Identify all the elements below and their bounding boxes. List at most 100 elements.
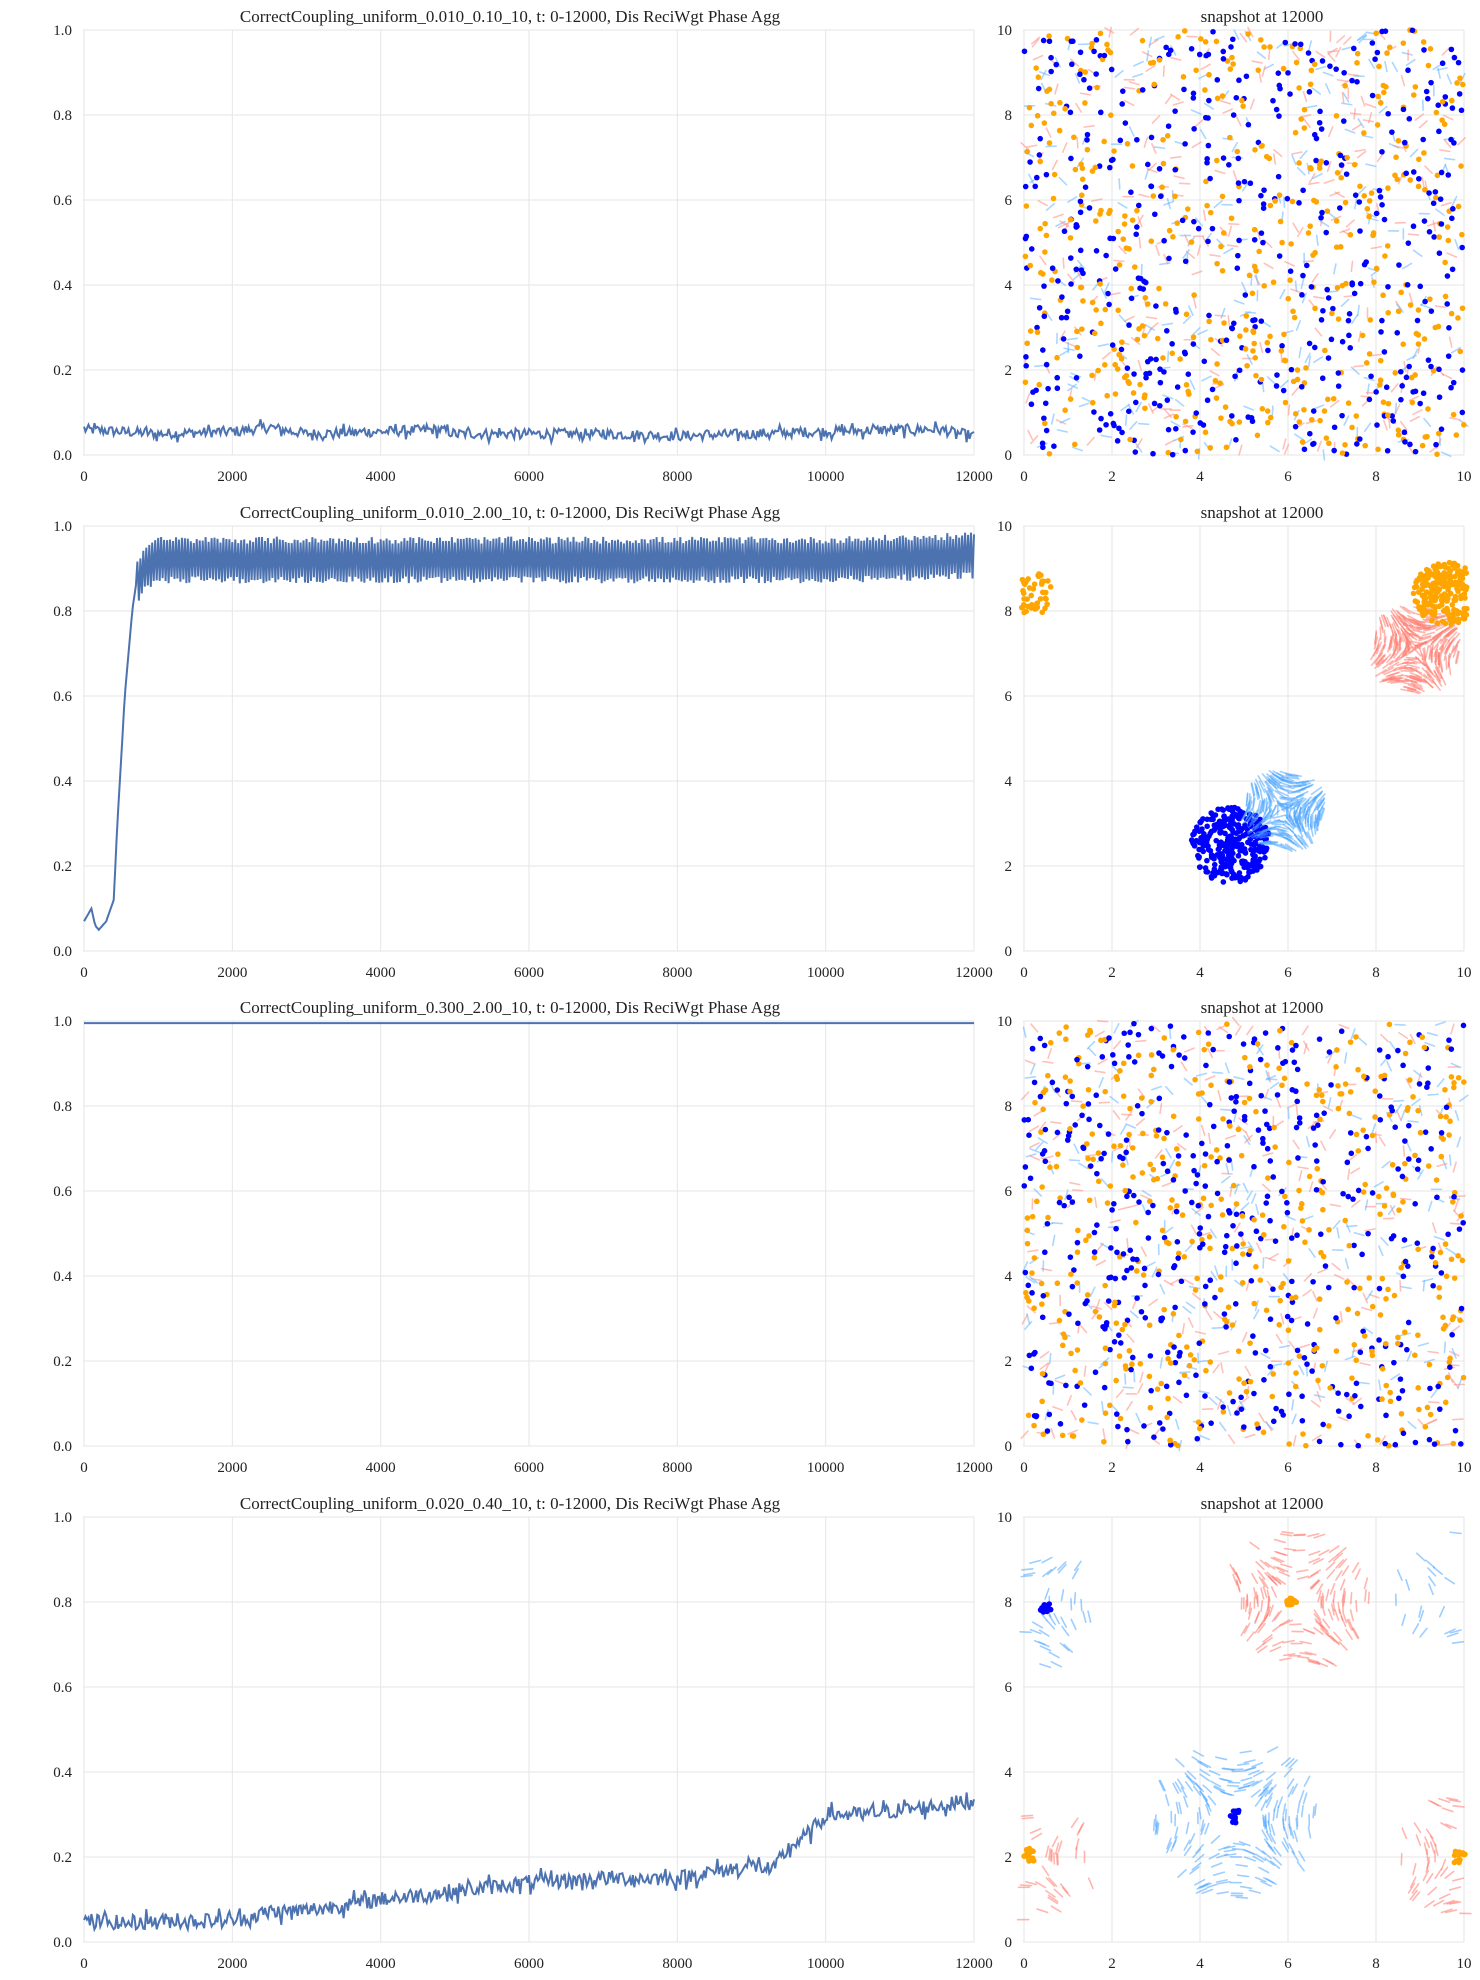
agent-dot — [1396, 1395, 1402, 1402]
agent-dot — [1170, 1113, 1177, 1120]
agent-dot — [1147, 1404, 1154, 1411]
agent-dot — [1230, 1223, 1236, 1229]
agent-dot — [1264, 1062, 1270, 1068]
agent-trail — [1317, 1267, 1329, 1274]
agent-dot — [1251, 1390, 1257, 1397]
agent-dot — [1228, 1095, 1235, 1101]
agent-dot — [1252, 355, 1259, 361]
agent-trail — [1224, 1134, 1237, 1140]
agent-dot — [1151, 81, 1158, 88]
agent-trail — [1401, 644, 1409, 657]
agent-dot — [1349, 424, 1355, 431]
agent-dot — [1172, 1359, 1179, 1366]
agent-dot — [1297, 45, 1304, 52]
agent-dot — [1415, 183, 1422, 190]
agent-trail — [1172, 101, 1184, 106]
agent-dot — [1121, 374, 1128, 381]
agent-dot — [1039, 1314, 1046, 1321]
agent-trail — [1126, 1333, 1135, 1343]
agent-dot — [1354, 50, 1361, 57]
agent-trail — [1211, 1326, 1223, 1330]
agent-trail — [1276, 772, 1289, 779]
agent-trail — [1223, 1848, 1237, 1853]
agent-trail — [1161, 1181, 1173, 1187]
agent-dot — [1385, 110, 1391, 117]
agent-trail — [1122, 1386, 1134, 1389]
agent-dot — [1347, 1130, 1354, 1136]
agent-dot — [1046, 450, 1053, 457]
agent-dot — [1227, 66, 1234, 72]
y-tick-label: 0.0 — [53, 1439, 72, 1455]
agent-dot — [1357, 436, 1363, 442]
agent-dot — [1353, 1357, 1360, 1364]
agent-dot — [1184, 206, 1191, 212]
agent-dot — [1347, 1039, 1354, 1045]
agent-trail — [1402, 606, 1415, 615]
agent-trail — [1399, 1197, 1412, 1201]
agent-trail — [1288, 1816, 1291, 1829]
agent-trail — [1261, 65, 1266, 77]
agent-dot — [1403, 170, 1410, 177]
agent-dot — [1114, 366, 1121, 372]
agent-trail — [1283, 443, 1290, 455]
agent-trail — [1440, 1866, 1449, 1877]
agent-trail — [1124, 414, 1128, 426]
agent-dot — [1209, 386, 1216, 393]
agent-trail — [1139, 1371, 1144, 1383]
agent-trail — [1429, 1835, 1437, 1847]
agent-dot — [1374, 49, 1381, 56]
agent-trail — [1270, 804, 1277, 818]
agent-dot — [1241, 1380, 1247, 1386]
agent-dot — [1258, 192, 1264, 199]
agent-dot — [1187, 1352, 1194, 1358]
agent-trail — [1255, 783, 1260, 798]
agent-dot — [1035, 74, 1042, 80]
agent-trail — [1143, 136, 1149, 148]
agent-dot — [1224, 1021, 1230, 1027]
agent-trail — [1210, 1270, 1218, 1281]
agent-dot — [1382, 1440, 1388, 1447]
agent-trail — [1273, 844, 1287, 850]
agent-trail — [1313, 356, 1324, 364]
agent-dot — [1318, 126, 1325, 132]
agent-trail — [1285, 1215, 1296, 1221]
agent-trail — [1125, 1110, 1133, 1121]
agent-dot — [1317, 108, 1323, 115]
agent-dot — [1354, 79, 1360, 85]
agent-trail — [1184, 234, 1190, 246]
x-tick-label: 6 — [1284, 1460, 1292, 1476]
agent-trail — [1218, 1845, 1231, 1851]
agent-dot — [1180, 1034, 1187, 1040]
agent-trail — [1112, 1110, 1121, 1120]
agent-dot — [1254, 432, 1261, 439]
agent-trail — [1307, 40, 1313, 52]
agent-dot — [1405, 1122, 1412, 1129]
agent-trail — [1296, 1655, 1310, 1659]
agent-trail — [1332, 1599, 1336, 1612]
agent-trail — [1302, 1289, 1312, 1297]
agent-dot — [1240, 103, 1246, 109]
agent-trail — [1315, 234, 1319, 246]
agent-dot — [1102, 1088, 1109, 1095]
agent-trail — [1327, 1097, 1332, 1109]
agent-dot — [1240, 1251, 1246, 1257]
agent-trail — [1308, 1181, 1314, 1193]
agent-dot — [1440, 1136, 1446, 1142]
agent-trail — [1303, 1628, 1316, 1635]
agent-dot — [1077, 49, 1084, 56]
x-tick-label: 4000 — [366, 1460, 396, 1476]
agent-trail — [1401, 1244, 1413, 1249]
agent-dot — [1043, 171, 1050, 178]
agent-dot — [1414, 1240, 1421, 1247]
agent-dot — [1451, 1275, 1458, 1281]
agent-trail — [1168, 1159, 1176, 1170]
agent-dot — [1171, 1344, 1177, 1350]
agent-dot — [1079, 1112, 1085, 1119]
agent-trail — [1446, 1900, 1459, 1905]
agent-trail — [1323, 1360, 1329, 1372]
agent-trail — [1285, 1758, 1295, 1768]
agent-dot — [1108, 1274, 1114, 1281]
agent-trail — [1191, 327, 1201, 336]
agent-dot — [1181, 1372, 1188, 1379]
agent-trail — [1451, 1378, 1459, 1389]
